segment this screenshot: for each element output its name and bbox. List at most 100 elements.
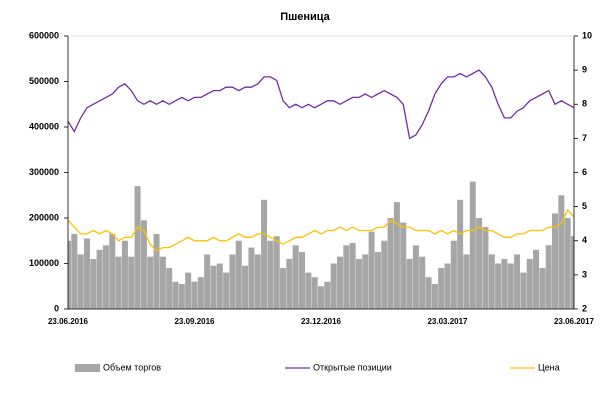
- bar: [362, 254, 369, 309]
- bar: [248, 247, 255, 309]
- legend-label: Цена: [538, 362, 560, 372]
- bar: [381, 240, 388, 309]
- bar: [349, 243, 356, 309]
- bar: [482, 227, 489, 309]
- bar: [450, 240, 457, 309]
- bar: [324, 281, 331, 309]
- legend-label: Объем торгов: [103, 362, 161, 372]
- y2-tick-label: 5: [582, 201, 587, 211]
- bar: [153, 233, 160, 309]
- bar: [204, 254, 211, 309]
- y-tick-label: 100000: [29, 258, 59, 268]
- bar: [539, 268, 546, 309]
- y-tick-label: 400000: [29, 121, 59, 131]
- y2-tick-label: 2: [582, 303, 587, 313]
- bar: [140, 220, 147, 309]
- bar: [476, 218, 483, 309]
- bar: [191, 281, 198, 309]
- bar: [267, 240, 274, 309]
- bar: [463, 254, 470, 309]
- bar: [419, 256, 426, 309]
- bar: [197, 277, 204, 309]
- y-tick-label: 300000: [29, 167, 59, 177]
- x-tick-label: 23.06.2017: [554, 317, 595, 326]
- bar: [90, 258, 97, 309]
- bar: [77, 254, 84, 309]
- y2-tick-label: 8: [582, 99, 587, 109]
- x-tick-label: 23.03.2017: [427, 317, 468, 326]
- bar: [431, 283, 438, 309]
- bar: [393, 202, 400, 309]
- bar: [368, 231, 375, 309]
- bar: [280, 268, 287, 309]
- y2-tick-label: 4: [582, 235, 587, 245]
- bar: [147, 256, 154, 309]
- bar: [71, 233, 78, 309]
- bar: [355, 258, 362, 309]
- line: [67, 69, 575, 140]
- y2-tick-label: 9: [582, 65, 587, 75]
- bar: [457, 199, 464, 309]
- bar: [495, 263, 502, 309]
- bar: [292, 245, 299, 309]
- bar: [501, 258, 508, 309]
- bar: [488, 254, 495, 309]
- bar: [254, 254, 261, 309]
- bar: [343, 245, 350, 309]
- bar: [109, 233, 116, 309]
- chart-title: Пшеница: [280, 11, 330, 23]
- bar: [444, 263, 451, 309]
- bar: [330, 263, 337, 309]
- x-tick-label: 23.06.2016: [48, 317, 89, 326]
- bar: [438, 268, 445, 309]
- legend-swatch: [75, 364, 100, 372]
- bar: [520, 272, 527, 309]
- bar: [229, 254, 236, 309]
- bar: [374, 252, 381, 309]
- bar: [115, 256, 122, 309]
- x-tick-label: 23.12.2016: [301, 317, 342, 326]
- bar: [223, 272, 230, 309]
- bar: [172, 281, 179, 309]
- bar: [406, 258, 413, 309]
- bar: [83, 238, 90, 309]
- bar: [102, 245, 109, 309]
- bar: [387, 218, 394, 309]
- bar: [166, 268, 173, 309]
- bar: [261, 199, 268, 309]
- bar: [317, 286, 325, 309]
- bar: [514, 254, 521, 309]
- bar: [526, 258, 533, 309]
- bar: [273, 236, 280, 309]
- y2-tick-label: 10: [582, 30, 592, 40]
- bar: [216, 263, 223, 309]
- bar: [299, 252, 306, 309]
- bar: [121, 240, 128, 309]
- bar: [533, 249, 540, 309]
- y2-tick-label: 3: [582, 269, 587, 279]
- bar: [242, 265, 249, 309]
- bar: [425, 277, 432, 309]
- bar: [96, 249, 103, 309]
- bar: [235, 240, 242, 309]
- y-tick-label: 500000: [29, 76, 59, 86]
- x-tick-label: 23.09.2016: [174, 317, 215, 326]
- bar: [305, 272, 312, 309]
- bar: [185, 272, 192, 309]
- bar: [68, 240, 72, 309]
- bar: [564, 218, 571, 309]
- bar: [178, 283, 185, 309]
- bar: [128, 256, 135, 309]
- bar: [159, 256, 166, 309]
- bar: [210, 265, 217, 309]
- bar: [558, 195, 565, 309]
- bar: [507, 263, 514, 309]
- y2-tick-label: 7: [582, 133, 587, 143]
- y-tick-label: 600000: [29, 30, 59, 40]
- y2-tick-label: 6: [582, 167, 587, 177]
- bar: [336, 256, 343, 309]
- bar: [412, 245, 419, 309]
- bar: [286, 258, 293, 309]
- legend-label: Открытые позиции: [313, 362, 392, 372]
